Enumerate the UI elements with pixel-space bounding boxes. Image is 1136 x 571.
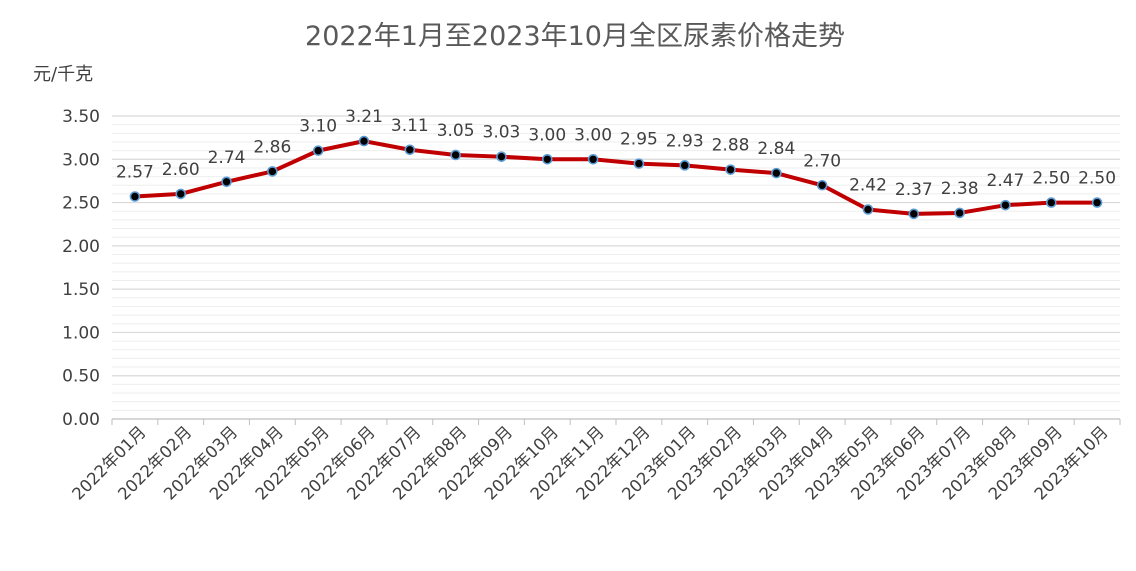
data-point [862, 204, 874, 215]
data-label: 3.05 [437, 121, 475, 141]
data-label: 3.03 [483, 123, 521, 143]
data-point [404, 144, 416, 156]
data-label: 3.00 [574, 125, 612, 145]
data-label: 2.38 [941, 179, 979, 199]
data-point [679, 160, 691, 171]
y-tick-label: 3.50 [62, 107, 100, 127]
data-point [771, 167, 782, 179]
data-label: 2.93 [666, 131, 704, 151]
data-point [908, 208, 920, 220]
data-point [1045, 197, 1057, 208]
data-label: 3.00 [528, 125, 566, 145]
data-point [450, 149, 461, 161]
data-label: 3.10 [299, 117, 337, 137]
data-point [587, 153, 599, 165]
data-point [1000, 199, 1011, 211]
y-axis-unit-label: 元/千克 [33, 64, 94, 85]
data-point [816, 179, 828, 191]
data-label: 2.50 [1032, 169, 1070, 189]
data-label: 2.42 [849, 175, 887, 195]
data-label: 3.21 [345, 107, 383, 127]
data-point [358, 135, 370, 147]
data-point [725, 164, 736, 175]
data-label: 2.37 [895, 180, 933, 200]
series-line [132, 139, 1100, 216]
data-label: 2.95 [620, 130, 658, 150]
data-point [221, 176, 232, 188]
data-label: 2.74 [208, 148, 246, 168]
y-tick-label: 2.50 [62, 194, 100, 214]
chart-title: 2022年1月至2023年10月全区尿素价格走势 [305, 21, 845, 52]
data-point [312, 145, 324, 156]
y-tick-label: 0.50 [62, 367, 100, 387]
data-label: 2.60 [162, 160, 200, 180]
data-label: 2.47 [987, 171, 1025, 191]
y-tick-label: 2.00 [62, 237, 100, 257]
data-point [541, 153, 553, 165]
data-label: 2.50 [1078, 169, 1116, 189]
data-point [954, 207, 965, 219]
data-point [175, 188, 187, 200]
data-label: 3.11 [391, 116, 429, 136]
data-label: 2.88 [712, 136, 750, 156]
data-point [496, 151, 507, 162]
y-tick-label: 1.00 [62, 323, 100, 343]
data-point [1091, 197, 1103, 208]
data-label: 2.86 [253, 137, 291, 157]
y-tick-label: 3.00 [62, 150, 100, 170]
data-point [129, 191, 141, 202]
data-label: 2.70 [803, 151, 841, 171]
data-point [267, 166, 278, 177]
y-tick-label: 1.50 [62, 280, 100, 300]
data-label: 2.57 [116, 163, 154, 183]
data-point [633, 158, 645, 169]
data-label: 2.84 [757, 139, 795, 159]
y-tick-label: 0.00 [62, 410, 100, 430]
